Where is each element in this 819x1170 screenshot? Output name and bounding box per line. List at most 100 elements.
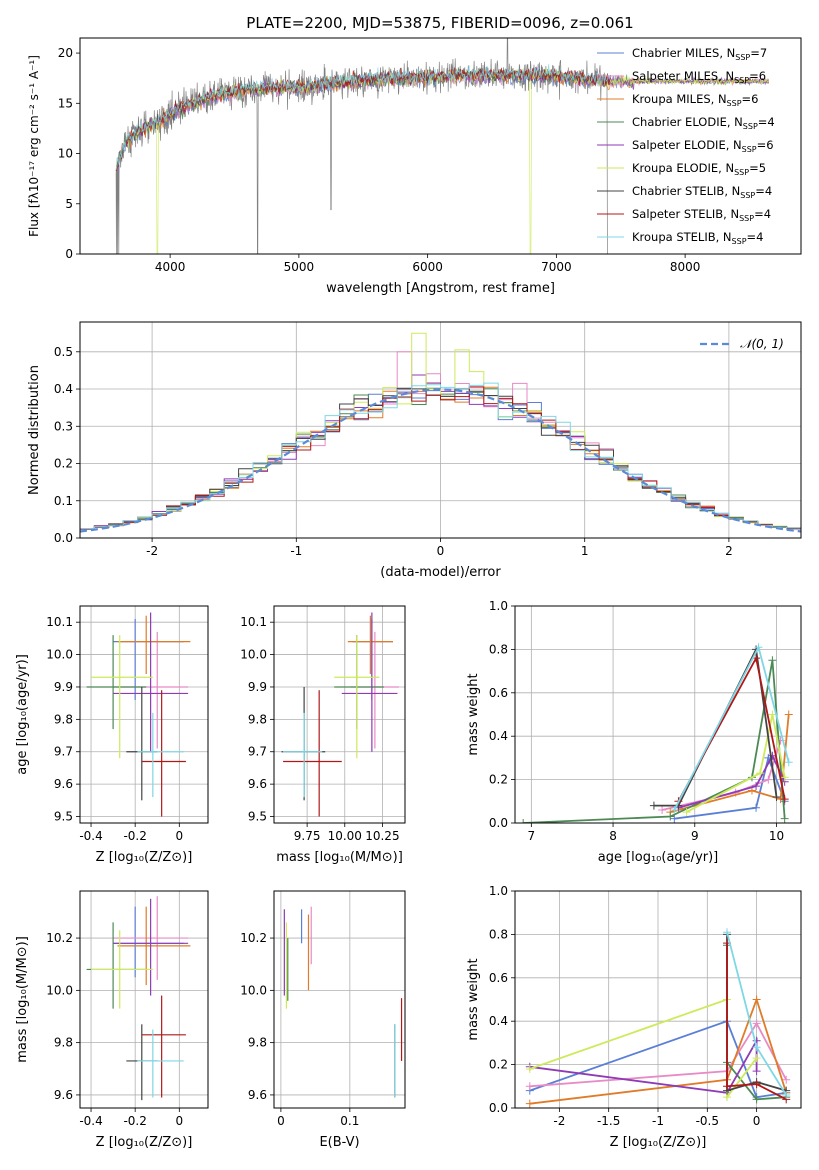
x-tick-label: 8000: [670, 260, 701, 274]
y-axis-label: age [log₁₀(age/yr)]: [15, 654, 30, 775]
plot-area: [519, 643, 793, 823]
axes-frame: [79, 321, 802, 539]
x-tick-label: -1.5: [597, 1114, 620, 1128]
weight-point-marker: [525, 1082, 534, 1091]
legend-label: Chabrier STELIB, NSSP=4: [632, 184, 772, 200]
y-tick-label: 9.8: [54, 712, 73, 726]
y-tick-label: 0.2: [54, 457, 73, 471]
x-axis-label: age [log₁₀(age/yr)]: [598, 850, 719, 865]
histogram-step-line: [80, 382, 801, 532]
x-tick-label: -2: [553, 1114, 565, 1128]
y-axis-label: mass weight: [466, 673, 481, 755]
x-axis-label: Z [log₁₀(Z/Z⊙)]: [610, 1135, 707, 1150]
legend-label: Salpeter STELIB, NSSP=4: [632, 207, 771, 223]
y-tick-label: 5: [65, 197, 73, 211]
x-tick-label: -0.2: [123, 829, 146, 843]
weight-point-marker: [525, 1099, 534, 1108]
legend-count: =4: [747, 230, 764, 244]
weight-point-marker: [519, 819, 528, 823]
legend-count: =4: [754, 207, 771, 221]
y-tick-label: 9.6: [248, 1088, 267, 1102]
y-tick-label: 0: [65, 247, 73, 261]
y-tick-label: 9.8: [248, 1036, 267, 1050]
weight-point-marker: [670, 805, 679, 814]
legend-text: Kroupa ELODIE, N: [632, 161, 734, 175]
x-tick-label: 0: [277, 1114, 285, 1128]
x-tick-label: -0.2: [123, 1114, 146, 1128]
y-tick-label: 0.0: [489, 816, 508, 830]
y-axis-label: mass [log₁₀(M/M⊙)]: [15, 936, 30, 1063]
weight-point-marker: [752, 803, 761, 812]
weight-line: [726, 943, 787, 1101]
legend-text: Chabrier STELIB, N: [632, 184, 740, 198]
y-axis-label: mass weight: [466, 958, 481, 1040]
legend-label: Kroupa ELODIE, NSSP=5: [632, 161, 766, 177]
legend-subscript: SSP: [732, 237, 747, 246]
panel-weight-vs-age: 7 8 9 10 0.0 0.2 0.4 0.6 0.8 1.0 age [log₁₀(age/yr…: [466, 599, 802, 865]
y-tick-label: 15: [58, 96, 73, 110]
weight-point-marker: [782, 1075, 791, 1084]
y-tick-label: 9.7: [248, 745, 267, 759]
weight-line: [529, 1020, 787, 1099]
panel-mass-vs-Z: -0.4 -0.2 0 9.6 9.8 10.0 10.2 Z [log₁₀(Z/Z⊙)] ma…: [15, 890, 209, 1150]
legend-text: Kroupa STELIB, N: [632, 230, 732, 244]
plot-area: [115, 38, 770, 254]
y-tick-label: 10.0: [46, 648, 73, 662]
data-spectrum-line: [115, 38, 611, 254]
x-axis-label: (data-model)/error: [380, 565, 501, 580]
weight-point-marker: [756, 769, 765, 778]
x-tick-label: 8: [609, 829, 617, 843]
weight-line: [529, 996, 788, 1105]
y-tick-label: 10: [58, 147, 73, 161]
weight-point-marker: [752, 1019, 761, 1028]
x-tick-label: -0.4: [79, 829, 102, 843]
axes-frame: [79, 37, 802, 255]
weight-line: [673, 644, 790, 811]
weight-point-marker: [723, 1082, 732, 1091]
panel-weight-vs-Z: -2 -1.5 -1 -0.5 0 0.0 0.2 0.4 0.6 0.8 1.0 Z [log₁₀(…: [466, 884, 802, 1150]
y-tick-label: 9.9: [248, 680, 267, 694]
model-spectrum-line: [115, 64, 611, 170]
panel-age-vs-mass: 9.75 10.00 10.25 9.5 9.6 9.7 9.8 9.9 10.0 10.1 mas…: [240, 605, 406, 865]
plot-area: [86, 896, 191, 1101]
x-tick-label: 0: [175, 1114, 183, 1128]
plot-area: [86, 612, 191, 817]
weight-point-marker: [780, 795, 789, 804]
weight-line: [529, 1037, 758, 1094]
weight-point-marker: [752, 1054, 761, 1063]
legend-label: Salpeter MILES, NSSP=6: [632, 69, 766, 85]
x-tick-label: 0.1: [340, 1114, 359, 1128]
legend-subscript: SSP: [734, 168, 749, 177]
weight-point-marker: [525, 1064, 534, 1073]
axes-frame: [514, 605, 802, 824]
legend-label: Kroupa STELIB, NSSP=4: [632, 230, 763, 246]
y-tick-label: 0.6: [489, 686, 508, 700]
y-tick-label: 0.8: [489, 927, 508, 941]
weight-point-marker: [752, 782, 761, 791]
weight-point-marker: [723, 928, 732, 937]
y-tick-label: 9.7: [54, 745, 73, 759]
plot-area: [525, 928, 791, 1108]
x-tick-label: 10: [769, 829, 784, 843]
y-tick-label: 10.2: [46, 931, 73, 945]
normal-curve-line: [80, 388, 801, 533]
weight-point-marker: [754, 643, 763, 652]
y-tick-label: 9.9: [54, 680, 73, 694]
axes-frame: [79, 890, 209, 1109]
y-tick-label: 0.4: [54, 382, 73, 396]
weight-line: [523, 660, 786, 823]
weight-point-marker: [768, 710, 777, 719]
legend-label: Salpeter ELODIE, NSSP=6: [632, 138, 774, 154]
weight-line: [529, 1021, 787, 1088]
y-axis-label: Flux [fλ10⁻¹⁷ erg cm⁻² s⁻¹ A⁻¹]: [27, 55, 41, 237]
axes-frame: [79, 605, 209, 824]
weight-point-marker: [780, 773, 789, 782]
panel-residual-hist: -2 -1 0 1 2 0.0 0.1 0.2 0.3 0.4 0.5 (data-model)/er…: [27, 321, 802, 580]
x-axis-label: mass [log₁₀(M/M⊙)]: [276, 850, 403, 865]
weight-point-marker: [752, 1095, 761, 1104]
y-tick-label: 10.0: [46, 983, 73, 997]
weight-point-marker: [784, 710, 793, 719]
legend-subscript: SSP: [743, 122, 758, 131]
y-tick-label: 9.6: [54, 1088, 73, 1102]
